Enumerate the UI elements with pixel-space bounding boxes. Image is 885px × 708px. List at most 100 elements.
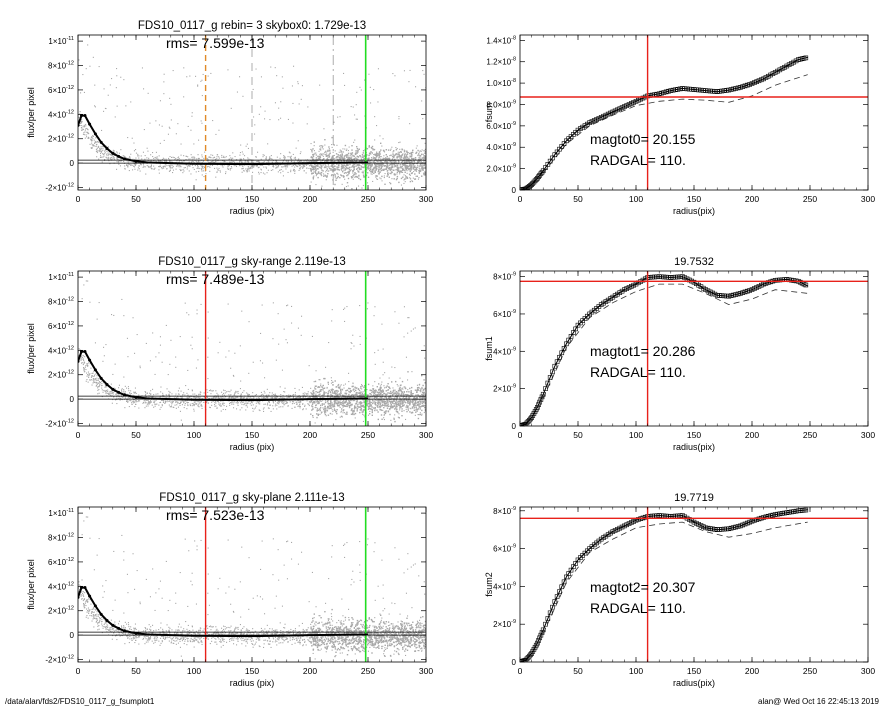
pixel-point [322, 388, 324, 390]
pixel-point [419, 158, 421, 160]
pixel-point [115, 393, 117, 395]
pixel-point [371, 145, 374, 148]
pixel-point [374, 381, 376, 383]
pixel-point [302, 163, 304, 165]
pixel-point [327, 154, 329, 156]
pixel-point [400, 171, 402, 173]
pixel-point [299, 405, 301, 407]
pixel-point [88, 374, 90, 376]
pixel-point [92, 135, 94, 137]
pixel-point [423, 150, 425, 152]
axes-frame [519, 34, 869, 191]
pixel-point [381, 323, 383, 325]
pixel-point [344, 307, 346, 309]
pixel-point [195, 403, 197, 405]
pixel-point [240, 398, 242, 400]
pixel-point [366, 169, 368, 171]
pixel-point [201, 154, 203, 156]
pixel-point [411, 180, 413, 182]
pixel-point [204, 166, 206, 168]
pixel-point [155, 403, 157, 405]
pixel-point [319, 163, 322, 165]
pixel-point [202, 168, 204, 170]
pixel-point [285, 339, 287, 341]
pixel-point [186, 76, 188, 78]
pixel-point [104, 159, 106, 161]
pixel-point [276, 408, 278, 410]
pixel-point [412, 149, 414, 151]
pixel-point [276, 156, 278, 158]
pixel-point [276, 166, 278, 168]
pixel-point [107, 146, 109, 148]
pixel-point [192, 393, 194, 395]
pixel-point [324, 154, 326, 156]
pixel-point [386, 170, 389, 172]
pixel-point [354, 417, 356, 419]
pixel-point [97, 393, 99, 395]
pixel-point [341, 157, 343, 159]
pixel-point [88, 137, 90, 139]
pixel-point [176, 404, 178, 406]
pixel-point [392, 387, 394, 389]
pixel-point [328, 342, 330, 344]
pixel-point [154, 167, 156, 169]
pixel-point [170, 166, 172, 168]
pixel-point [371, 414, 373, 416]
x-tick-label: 150 [687, 194, 701, 204]
pixel-point [196, 400, 198, 402]
pixel-point [380, 383, 382, 385]
pixel-point [302, 167, 304, 169]
pixel-point [106, 157, 108, 159]
pixel-point [312, 169, 314, 171]
pixel-point [407, 409, 409, 411]
pixel-point [360, 409, 362, 411]
pixel-point [311, 166, 314, 169]
pixel-point [352, 389, 354, 391]
pixel-point [175, 407, 177, 409]
pixel-point [298, 158, 300, 160]
pixel-point [321, 154, 323, 156]
pixel-point [368, 157, 370, 159]
pixel-point [241, 164, 243, 166]
pixel-point [88, 133, 90, 135]
pixel-point [348, 160, 350, 162]
pixel-point [129, 156, 131, 158]
pixel-point [100, 148, 102, 150]
pixel-point [364, 176, 366, 178]
pixel-point [419, 169, 421, 171]
pixel-point [204, 170, 206, 172]
pixel-point [192, 396, 194, 398]
curve-point [612, 108, 618, 114]
pixel-point [411, 163, 413, 165]
pixel-point [93, 375, 95, 377]
pixel-point [407, 408, 409, 410]
curve-point [537, 172, 543, 178]
pixel-point [245, 405, 247, 407]
pixel-point [375, 166, 377, 168]
pixel-point [423, 172, 425, 174]
pixel-point [358, 163, 360, 166]
pixel-point [199, 397, 201, 399]
pixel-point [172, 165, 174, 167]
pixel-point [332, 151, 334, 153]
pixel-point [168, 397, 170, 399]
pixel-point [258, 409, 260, 411]
pixel-point [300, 151, 302, 153]
pixel-point [87, 136, 89, 138]
pixel-point [90, 376, 92, 378]
pixel-point [326, 167, 328, 169]
pixel-point [161, 404, 163, 406]
pixel-point [307, 403, 309, 405]
pixel-point [372, 407, 374, 409]
pixel-point [200, 120, 202, 122]
pixel-point [170, 339, 172, 341]
pixel-point [307, 391, 309, 393]
pixel-point [299, 405, 301, 407]
pixel-point [186, 392, 188, 394]
pixel-point [306, 123, 308, 125]
pixel-point [375, 156, 378, 158]
pixel-point [347, 150, 349, 152]
pixel-point [215, 397, 217, 399]
pixel-point [234, 397, 236, 399]
pixel-point [394, 389, 396, 391]
